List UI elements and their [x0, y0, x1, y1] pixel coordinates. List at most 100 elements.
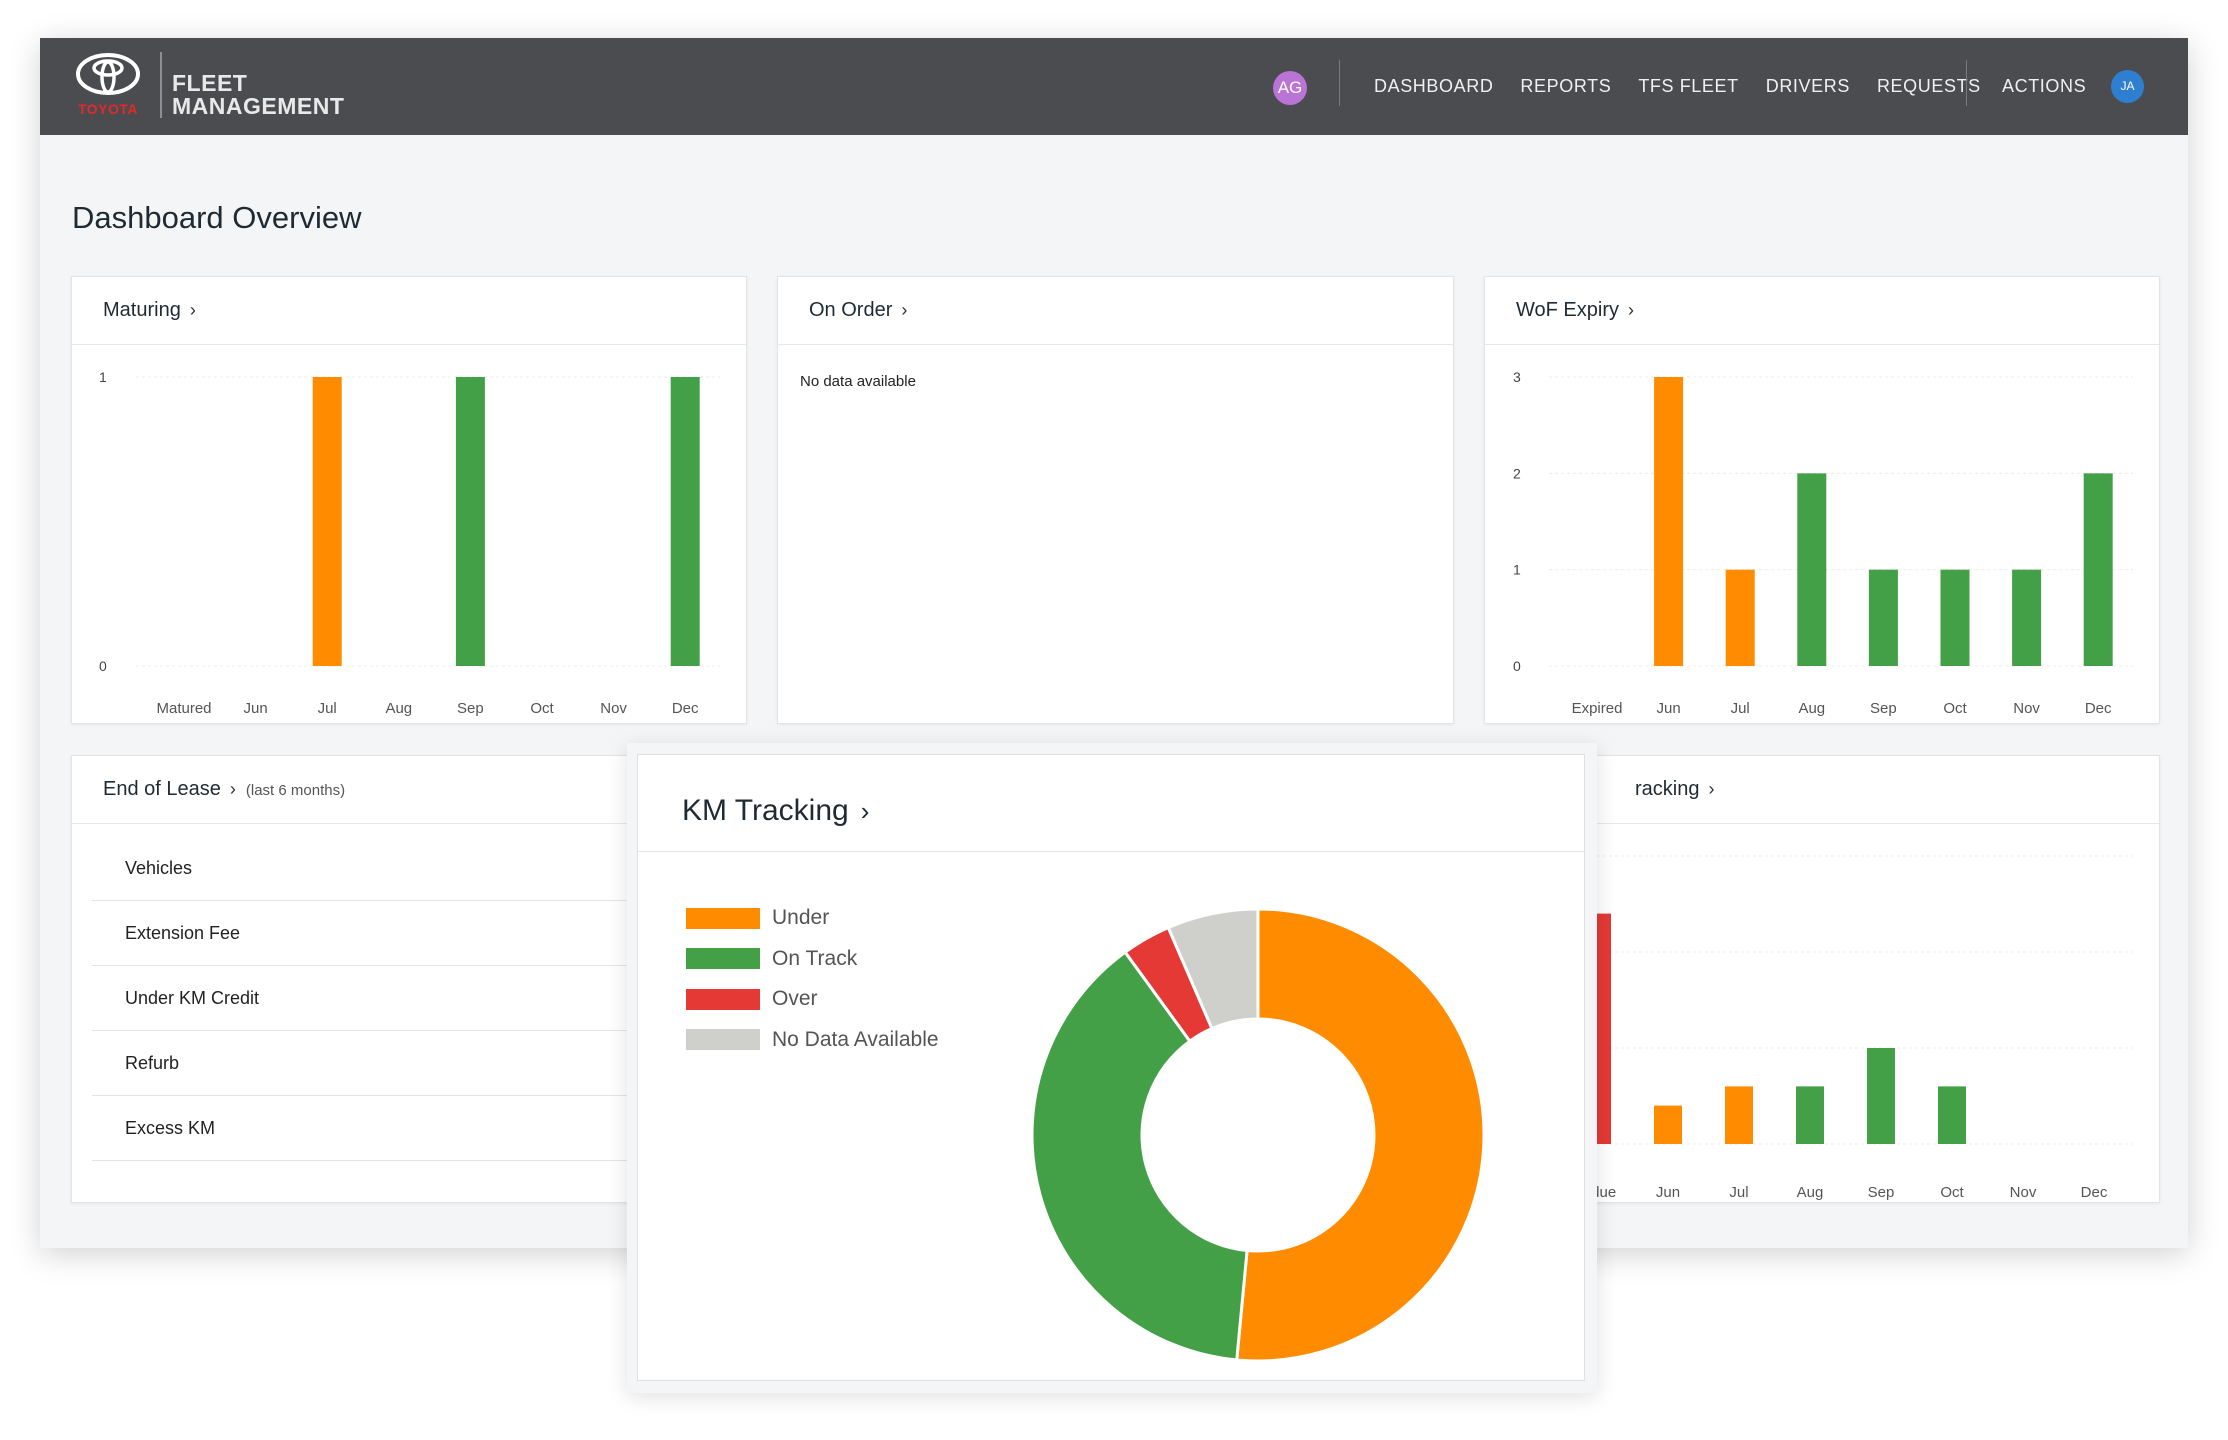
card-header: racking ›: [1485, 756, 2159, 824]
bar: [312, 377, 342, 666]
bar: [1725, 569, 1755, 666]
toyota-logo[interactable]: TOYOTA: [72, 52, 182, 122]
bar: [2083, 473, 2113, 666]
y-tick-label: 0: [99, 658, 107, 674]
on-order-title-text: On Order: [809, 299, 893, 321]
app-window: TOYOTA FLEET MANAGEMENT AG DASHBOARD REP…: [40, 38, 2188, 1248]
on-order-card-title[interactable]: On Order ›: [809, 299, 907, 322]
lease-row-vehicles: Vehicles: [92, 836, 692, 901]
account-avatar[interactable]: JA: [2111, 70, 2144, 103]
on-order-card: On Order › No data available: [777, 276, 1454, 724]
end-of-lease-card-title[interactable]: End of Lease › (last 6 months): [103, 778, 345, 801]
chevron-right-icon: ›: [1627, 300, 1634, 320]
maturing-card-title[interactable]: Maturing ›: [103, 299, 196, 322]
bar: [1938, 1086, 1966, 1144]
x-tick-label: Jul: [318, 700, 337, 717]
legend-swatch: [686, 988, 760, 1010]
km-tracking-card-title[interactable]: KM Tracking ›: [682, 794, 869, 828]
x-tick-label: Jun: [1656, 1184, 1680, 1201]
x-tick-label: Jun: [1657, 700, 1681, 717]
toyota-emblem-icon: TOYOTA: [76, 53, 140, 117]
wof-title-text: WoF Expiry: [1516, 299, 1619, 321]
donut-slice: [1166, 907, 1260, 1031]
y-tick-label: 1: [1513, 562, 1521, 578]
x-tick-label: Jun: [244, 700, 268, 717]
y-tick-label: 2: [1513, 465, 1521, 481]
x-tick-label: Sep: [1868, 1184, 1895, 1201]
nav-requests[interactable]: REQUESTS: [1876, 76, 1981, 96]
bar: [2012, 569, 2042, 666]
km-tracking-title-text: KM Tracking: [682, 794, 849, 827]
x-tick-label: Dec: [672, 700, 699, 717]
donut-slice: [1235, 907, 1486, 1363]
x-tick-label: Matured: [156, 700, 211, 717]
lease-row-excess-km: Excess KM: [92, 1096, 692, 1161]
x-tick-label: Nov: [2010, 1184, 2037, 1201]
nav-tfs-fleet[interactable]: TFS FLEET: [1638, 76, 1739, 96]
bar: [1796, 1086, 1824, 1144]
km-donut-chart: [1030, 907, 1486, 1363]
wof-expiry-card: WoF Expiry › 0 1 2 3 Expired Jun Jul Aug Sep Oct No…: [1484, 276, 2160, 724]
legend-swatch: [686, 948, 760, 970]
x-tick-label: Sep: [1870, 700, 1897, 717]
nav-reports[interactable]: REPORTS: [1520, 76, 1612, 96]
chevron-right-icon: ›: [901, 300, 908, 320]
nav-drivers[interactable]: DRIVERS: [1765, 76, 1850, 96]
y-tick-label: 1: [99, 369, 107, 385]
x-tick-label: Sep: [457, 700, 484, 717]
tracking-card-title[interactable]: racking ›: [1635, 778, 1714, 801]
legend-swatch: [686, 907, 760, 929]
x-tick-label: Aug: [385, 700, 412, 717]
wof-card-title[interactable]: WoF Expiry ›: [1516, 299, 1634, 322]
logo-divider: [160, 52, 162, 118]
bar: [670, 377, 700, 666]
km-tracking-card: KM Tracking › Under On Track Over No Data…: [637, 754, 1585, 1381]
lease-row-refurb: Refurb: [92, 1031, 692, 1096]
card-header: Maturing ›: [72, 277, 746, 345]
x-tick-label: Oct: [1940, 1184, 1964, 1201]
card-header: On Order ›: [778, 277, 1453, 345]
nav-dashboard[interactable]: DASHBOARD: [1374, 76, 1494, 96]
bar: [1867, 1048, 1895, 1144]
card-header: KM Tracking ›: [638, 755, 1584, 852]
maturing-bar-chart: 0 1 Matured Jun Jul Aug Sep Oct Nov Dec: [99, 369, 720, 717]
top-navigation-bar: TOYOTA FLEET MANAGEMENT AG DASHBOARD REP…: [40, 38, 2188, 135]
page-title: Dashboard Overview: [72, 200, 362, 235]
legend-item-on-track: On Track: [686, 939, 939, 980]
tracking-bar-chart: erdue Jun Jul Aug Sep Oct Nov Dec: [1549, 855, 2133, 1201]
actions-nav: ACTIONS: [2002, 38, 2113, 135]
end-of-lease-title-text: End of Lease: [103, 778, 221, 800]
legend-item-under: Under: [686, 898, 939, 939]
main-nav: DASHBOARD REPORTS TFS FLEET DRIVERS REQU…: [1374, 38, 2008, 135]
bar: [1797, 473, 1827, 666]
end-of-lease-list: Vehicles Extension Fee Under KM Credit R…: [92, 836, 692, 1161]
lease-row-under-km-credit: Under KM Credit: [92, 966, 692, 1031]
legend-label: Over: [772, 987, 818, 1011]
bar: [1940, 569, 1970, 666]
current-user-avatar[interactable]: AG: [1273, 71, 1307, 105]
product-name: FLEET MANAGEMENT: [172, 72, 344, 118]
nav-actions[interactable]: ACTIONS: [2002, 76, 2087, 96]
x-tick-label: Dec: [2081, 1184, 2108, 1201]
lease-row-extension-fee: Extension Fee: [92, 901, 692, 966]
x-tick-label: Aug: [1797, 1184, 1824, 1201]
end-of-lease-subtitle: (last 6 months): [245, 782, 346, 799]
bar: [1868, 569, 1898, 666]
donut-slice: [1030, 950, 1249, 1362]
y-tick-label: 0: [1513, 658, 1521, 674]
toyota-wordmark: TOYOTA: [78, 101, 138, 117]
legend-label: Under: [772, 906, 830, 930]
x-tick-label: Dec: [2085, 700, 2112, 717]
x-tick-label: Jul: [1729, 1184, 1748, 1201]
product-name-line2: MANAGEMENT: [172, 93, 345, 119]
chevron-right-icon: ›: [189, 300, 196, 320]
legend-item-no-data: No Data Available: [686, 1020, 939, 1061]
bar: [1654, 377, 1684, 666]
legend-item-over: Over: [686, 979, 939, 1020]
chevron-right-icon: ›: [860, 796, 870, 826]
tracking-title-text: racking: [1635, 778, 1700, 800]
x-tick-label: Expired: [1572, 700, 1623, 717]
bar: [455, 377, 485, 666]
maturing-title-text: Maturing: [103, 299, 181, 321]
bar: [1654, 1105, 1682, 1144]
